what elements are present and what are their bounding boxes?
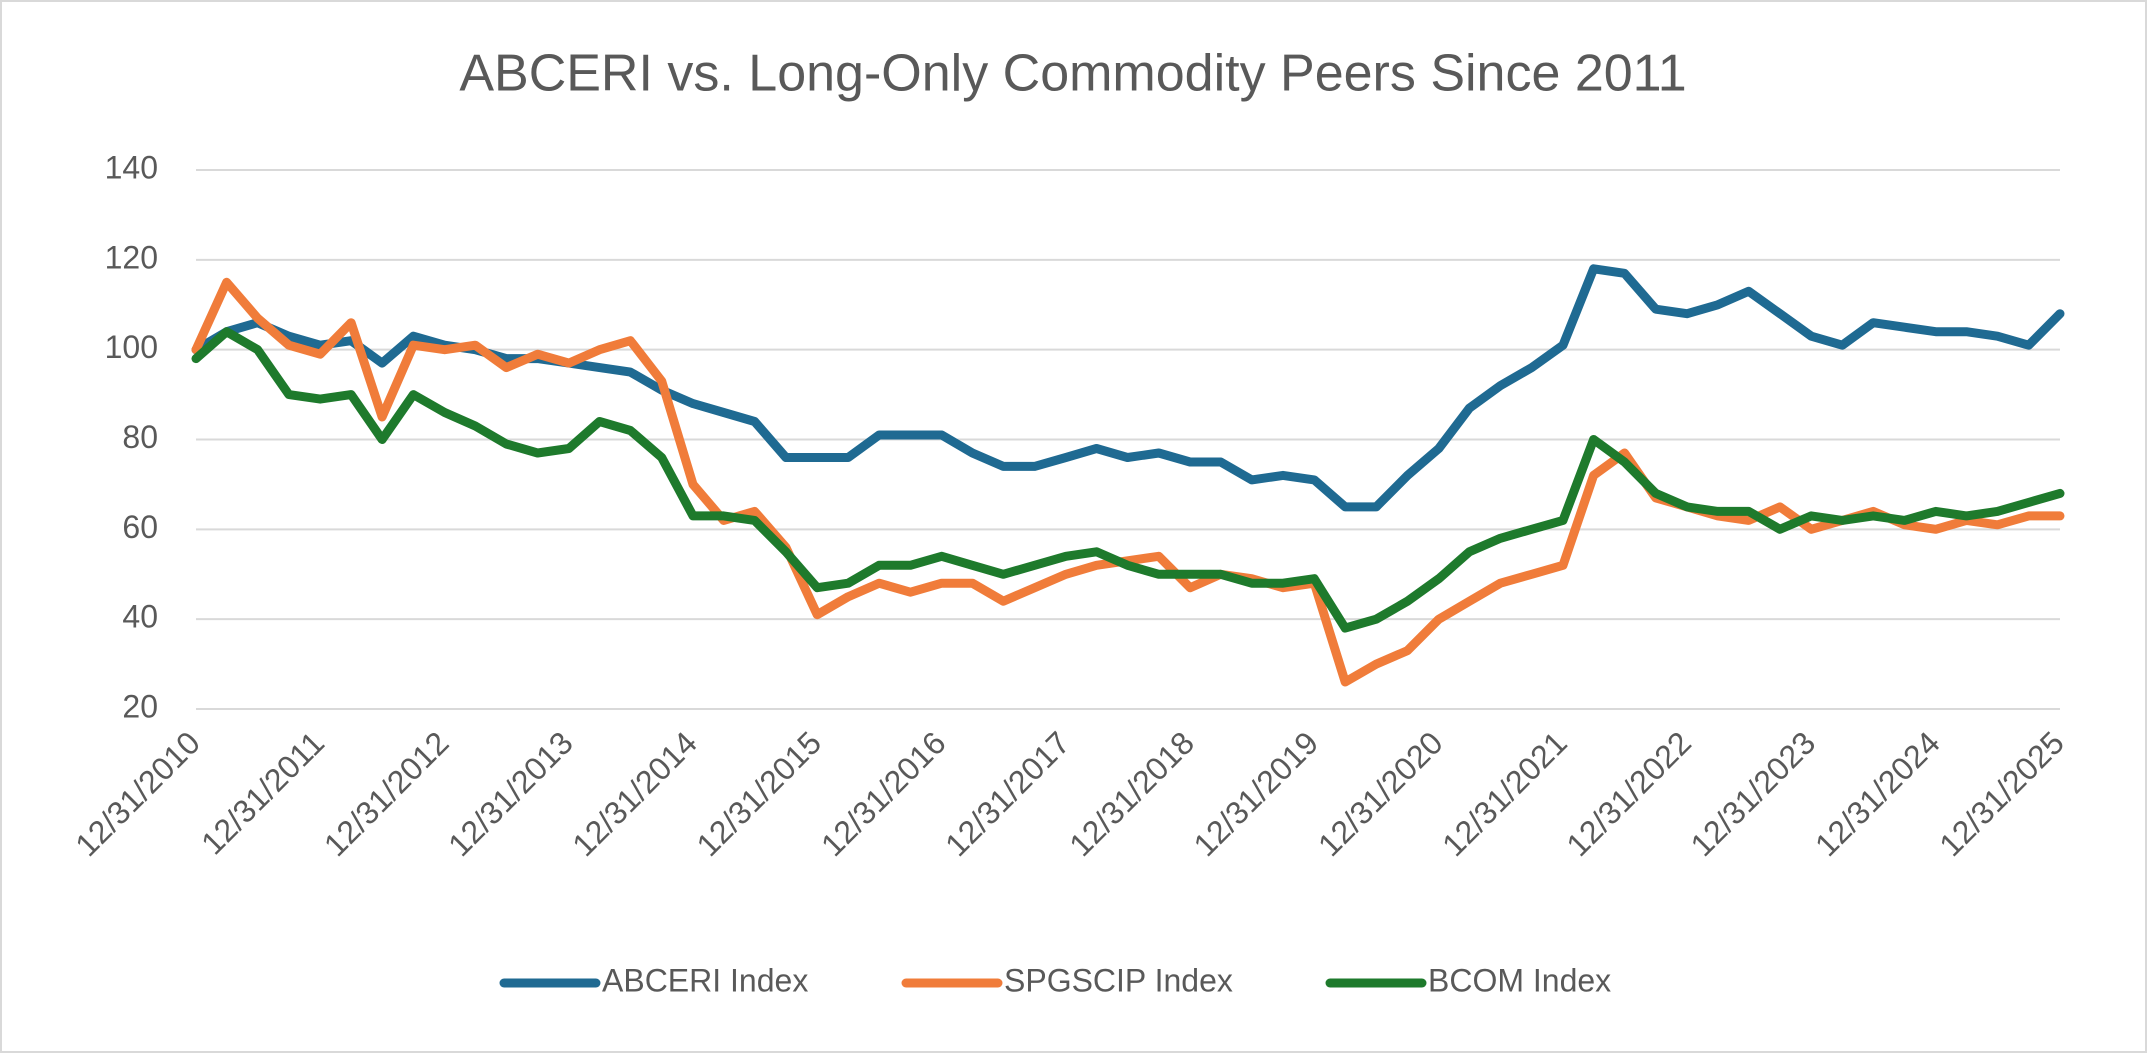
legend-label: BCOM Index (1428, 962, 1611, 998)
y-tick-label: 60 (122, 509, 158, 545)
legend-label: ABCERI Index (602, 962, 808, 998)
series-line (191, 264, 2065, 512)
legend-label: SPGSCIP Index (1004, 962, 1233, 998)
chart-title: ABCERI vs. Long-Only Commodity Peers Sin… (459, 45, 1686, 103)
y-tick-label: 40 (122, 599, 158, 635)
y-tick-label: 80 (122, 419, 158, 455)
y-tick-label: 120 (105, 239, 158, 275)
y-tick-label: 100 (105, 329, 158, 365)
y-tick-label: 140 (105, 149, 158, 185)
series-line (191, 327, 2065, 633)
y-tick-label: 20 (122, 688, 158, 724)
